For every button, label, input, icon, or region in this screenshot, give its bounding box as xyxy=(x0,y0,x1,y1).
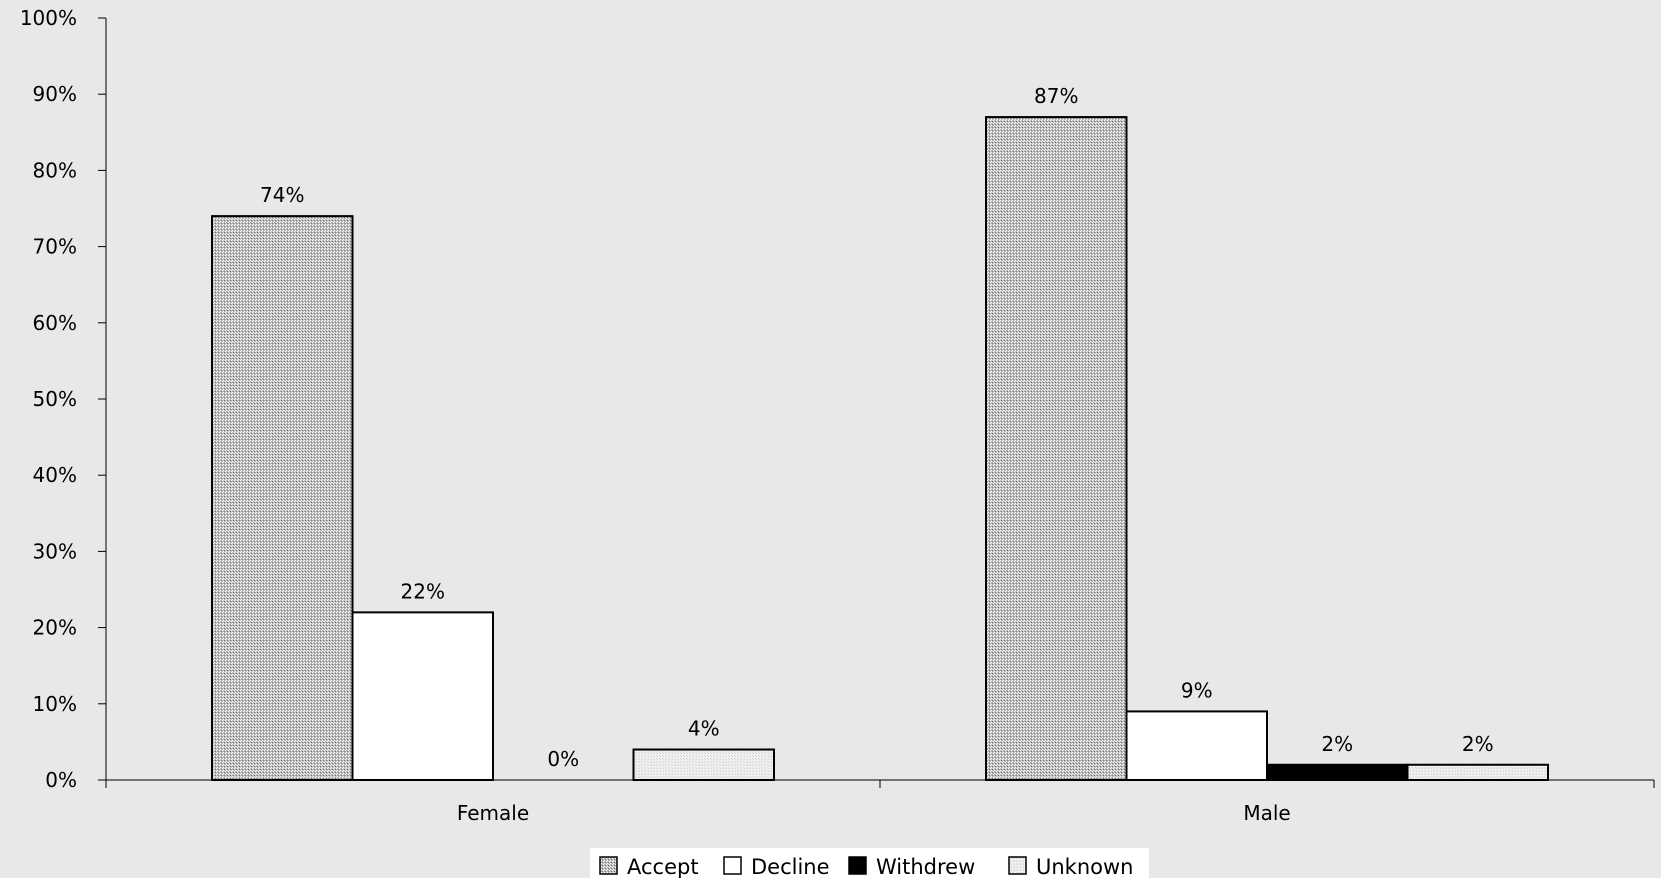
bar-decline xyxy=(351,611,494,781)
legend-swatch-decline xyxy=(723,856,742,875)
data-label: 87% xyxy=(1034,84,1078,108)
legend-label-unknown: Unknown xyxy=(1036,855,1133,878)
data-label: 22% xyxy=(401,579,445,603)
x-category-label: Male xyxy=(1243,801,1290,825)
data-labels: 74% 22% 0% 4% 87% 9% 2% 2% xyxy=(260,84,1494,771)
legend-swatch-withdrew xyxy=(848,856,867,875)
bar-decline xyxy=(1125,710,1268,781)
bars xyxy=(211,116,1549,782)
bar-accept xyxy=(985,116,1128,781)
legend-swatch-unknown xyxy=(1008,856,1027,875)
legend-label-accept: Accept xyxy=(627,855,699,878)
y-tick-label: 0% xyxy=(45,768,77,792)
x-category-label: Female xyxy=(457,801,529,825)
data-label: 9% xyxy=(1181,678,1213,702)
y-tick-label: 90% xyxy=(33,82,77,106)
y-tick-label: 50% xyxy=(33,387,77,411)
data-label: 74% xyxy=(260,183,304,207)
legend-label-withdrew: Withdrew xyxy=(876,855,975,878)
y-tick-label: 100% xyxy=(20,6,77,30)
y-tick-label: 40% xyxy=(33,463,77,487)
y-tick-label: 60% xyxy=(33,311,77,335)
y-tick-label: 70% xyxy=(33,235,77,259)
y-tick-label: 20% xyxy=(33,616,77,640)
bar-withdrew xyxy=(1266,763,1409,782)
bar-accept xyxy=(211,215,354,781)
data-label: 2% xyxy=(1321,732,1353,756)
bar-unknown xyxy=(1406,763,1549,782)
legend: Accept Decline Withdrew Unknown xyxy=(590,848,1149,878)
legend-box xyxy=(590,848,1149,878)
data-label: 0% xyxy=(547,747,579,771)
data-label: 4% xyxy=(688,717,720,741)
legend-label-decline: Decline xyxy=(751,855,830,878)
data-label: 2% xyxy=(1462,732,1494,756)
y-tick-label: 30% xyxy=(33,539,77,563)
legend-swatch-accept xyxy=(599,856,618,875)
y-axis: 0% 10% 20% 30% 40% 50% 60% 70% 80% 90% 100% xyxy=(20,6,107,792)
y-tick-label: 10% xyxy=(33,692,77,716)
bar-unknown xyxy=(632,748,775,782)
y-tick-label: 80% xyxy=(33,158,77,182)
x-axis: Female Male xyxy=(105,779,1655,825)
